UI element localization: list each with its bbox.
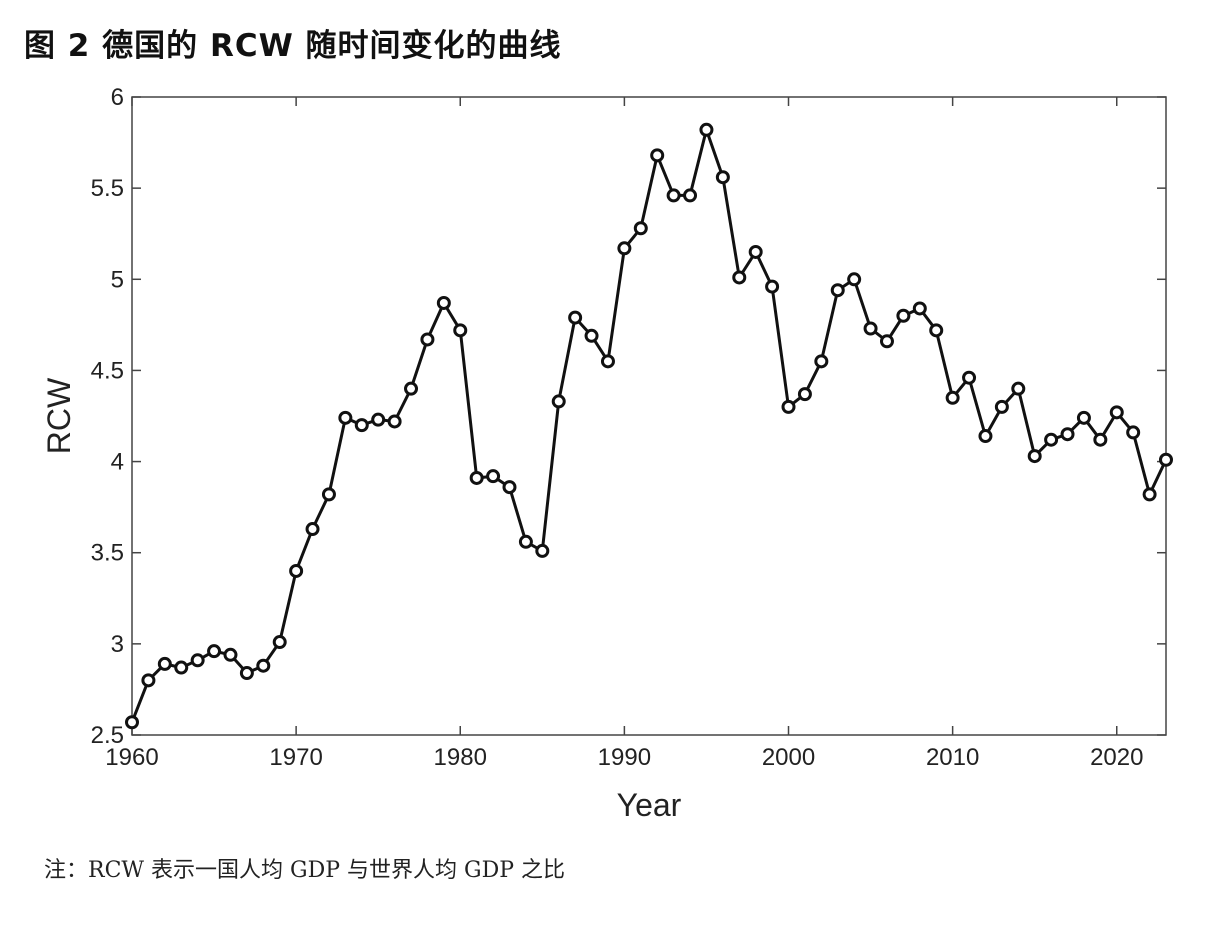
y-axis-label: RCW [41, 377, 77, 454]
data-point [847, 272, 862, 287]
x-tick-label: 2000 [762, 744, 815, 771]
data-point [486, 469, 501, 484]
y-tick-label: 3.5 [91, 540, 124, 567]
x-tick-label: 1980 [434, 744, 487, 771]
y-tick-label: 2.5 [91, 722, 124, 749]
data-point [863, 321, 878, 336]
data-point [1126, 425, 1141, 440]
y-tick-label: 4 [111, 449, 124, 476]
plot-frame [131, 96, 1167, 736]
data-point [732, 270, 747, 285]
figure-note: 注：RCW 表示一国人均 GDP 与世界人均 GDP 之比 [44, 858, 566, 883]
data-point [978, 429, 993, 444]
data-point [748, 244, 763, 259]
data-point [1011, 381, 1026, 396]
data-point [207, 644, 222, 659]
data-point [256, 658, 271, 673]
data-point [765, 279, 780, 294]
data-point [797, 387, 812, 402]
x-tick-label: 2010 [926, 744, 979, 771]
data-point [321, 487, 336, 502]
data-point [896, 308, 911, 323]
data-point [584, 328, 599, 343]
data-point [1093, 432, 1108, 447]
data-point [600, 354, 615, 369]
data-point [1109, 405, 1124, 420]
data-point [994, 399, 1009, 414]
axes: 1960 1970 1980 1990 2000 2010 2020 2.5 3 3.5 4 4.5 5… [91, 84, 1167, 771]
y-tick-label: 3 [111, 631, 124, 658]
series-line [130, 128, 1168, 723]
y-tick-label: 5.5 [91, 175, 124, 202]
data-point [420, 332, 435, 347]
data-point [830, 283, 845, 298]
data-point [223, 647, 238, 662]
data-point [239, 666, 254, 681]
data-point [387, 414, 402, 429]
data-point [617, 241, 632, 256]
data-point [1159, 452, 1173, 467]
data-point [190, 653, 205, 668]
data-point [781, 399, 796, 414]
data-point [157, 656, 172, 671]
data-point [371, 412, 386, 427]
x-axis-label: Year [617, 787, 682, 823]
data-point [502, 480, 517, 495]
data-point [666, 188, 681, 203]
data-point [404, 381, 419, 396]
data-point [289, 563, 304, 578]
x-tick-label: 1960 [105, 744, 158, 771]
data-point [633, 221, 648, 236]
data-point [1142, 487, 1157, 502]
data-point [551, 394, 566, 409]
data-point [518, 534, 533, 549]
data-point [929, 323, 944, 338]
data-point [912, 301, 927, 316]
data-point [354, 418, 369, 433]
data-point [1027, 449, 1042, 464]
data-point [1076, 410, 1091, 425]
series-path [130, 128, 1168, 723]
data-point [338, 410, 353, 425]
data-point [945, 390, 960, 405]
data-point [879, 334, 894, 349]
data-point [962, 370, 977, 385]
y-tick-label: 5 [111, 266, 124, 293]
figure-title: 图 2 德国的 RCW 随时间变化的曲线 [24, 28, 562, 64]
data-point [568, 310, 583, 325]
data-point [650, 148, 665, 163]
data-point [814, 354, 829, 369]
data-point [469, 470, 484, 485]
data-point [141, 673, 156, 688]
x-tick-label: 1970 [269, 744, 322, 771]
x-tick-label: 2020 [1090, 744, 1143, 771]
data-point [174, 660, 189, 675]
data-point [715, 170, 730, 185]
data-point [535, 543, 550, 558]
data-point [453, 323, 468, 338]
series-points [125, 122, 1173, 730]
data-point [1060, 427, 1075, 442]
y-tick-label: 4.5 [91, 357, 124, 384]
data-point [683, 188, 698, 203]
data-point [305, 522, 320, 537]
data-point [125, 715, 139, 730]
data-point [272, 635, 287, 650]
data-point [699, 122, 714, 137]
y-tick-label: 6 [111, 84, 124, 111]
data-point [1044, 432, 1059, 447]
data-point [436, 295, 451, 310]
x-tick-label: 1990 [598, 744, 651, 771]
